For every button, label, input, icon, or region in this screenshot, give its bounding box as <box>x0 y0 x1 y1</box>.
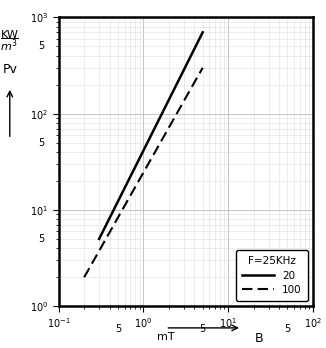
Text: mT: mT <box>157 332 174 342</box>
Text: 5: 5 <box>38 234 45 244</box>
Text: $\overline{m^3}$: $\overline{m^3}$ <box>1 37 19 54</box>
Text: B: B <box>255 332 263 345</box>
Text: 5: 5 <box>38 138 45 148</box>
Line: 100: 100 <box>84 68 203 277</box>
20 <box>97 237 101 241</box>
Text: 5: 5 <box>284 324 290 334</box>
Text: 5: 5 <box>200 324 206 334</box>
Text: Pv: Pv <box>2 63 17 76</box>
Legend: 20, 100: 20, 100 <box>236 250 308 301</box>
Text: 5: 5 <box>115 324 121 334</box>
Text: KW: KW <box>1 30 19 40</box>
Text: 5: 5 <box>38 41 45 52</box>
100 <box>201 66 205 70</box>
100 <box>82 275 86 279</box>
20 <box>201 30 205 34</box>
Line: 20: 20 <box>99 32 203 239</box>
